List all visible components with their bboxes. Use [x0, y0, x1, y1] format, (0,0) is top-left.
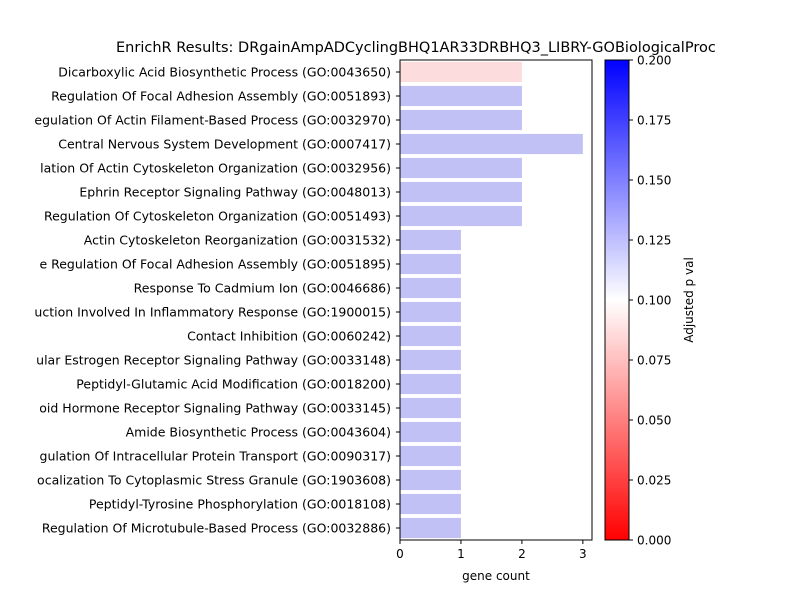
category-label: Regulation Of Microtubule-Based Process …	[42, 521, 391, 536]
bar	[400, 85, 522, 107]
bar	[400, 469, 461, 491]
colorbar-tick-label: 0.150	[637, 174, 671, 188]
colorbar-ticks: 0.000 0.025 0.050 0.075 0.100 0.125 0.150 0.175…	[629, 54, 671, 548]
bar	[400, 517, 461, 539]
bar	[400, 445, 461, 467]
bar	[400, 181, 522, 203]
bar	[400, 421, 461, 443]
bar	[400, 157, 522, 179]
bar	[400, 229, 461, 251]
category-label: Central Nervous System Development (GO:0…	[58, 137, 391, 152]
bar	[400, 205, 522, 227]
category-label: uction Involved In Inflammatory Response…	[34, 305, 391, 320]
chart-title: EnrichR Results: DRgainAmpADCyclingBHQ1A…	[116, 40, 716, 56]
category-label: Regulation Of Cytoskeleton Organization …	[44, 209, 391, 224]
x-tick-label: 0	[396, 547, 404, 561]
category-label: Actin Cytoskeleton Reorganization (GO:00…	[84, 233, 391, 248]
colorbar-tick-label: 0.000	[637, 534, 671, 548]
category-label: gulation Of Intracellular Protein Transp…	[40, 449, 391, 464]
colorbar-tick-label: 0.125	[637, 234, 671, 248]
category-label: ocalization To Cytoplasmic Stress Granul…	[37, 473, 391, 488]
colorbar-tick-label: 0.025	[637, 474, 671, 488]
colorbar-tick-label: 0.075	[637, 354, 671, 368]
colorbar-label: Adjusted p val	[682, 257, 696, 343]
bar	[400, 325, 461, 347]
category-label: Regulation Of Focal Adhesion Assembly (G…	[51, 89, 391, 104]
bar	[400, 493, 461, 515]
category-label: Dicarboxylic Acid Biosynthetic Process (…	[58, 65, 391, 80]
colorbar	[604, 59, 630, 541]
category-labels: Dicarboxylic Acid Biosynthetic Process (…	[34, 65, 400, 536]
colorbar-tick-label: 0.100	[637, 294, 671, 308]
x-tick-label: 2	[518, 547, 526, 561]
x-axis-label: gene count	[462, 569, 530, 583]
category-label: Ephrin Receptor Signaling Pathway (GO:00…	[79, 185, 391, 200]
plot-frame	[399, 59, 593, 541]
category-label: egulation Of Actin Filament-Based Proces…	[34, 113, 391, 128]
x-tick-label: 1	[457, 547, 465, 561]
bar	[400, 109, 522, 131]
bar	[400, 61, 522, 83]
category-label: Peptidyl-Tyrosine Phosphorylation (GO:00…	[89, 497, 391, 512]
bar	[400, 253, 461, 275]
category-label: Peptidyl-Glutamic Acid Modification (GO:…	[76, 377, 391, 392]
bars-layer	[400, 61, 583, 539]
bar	[400, 373, 461, 395]
x-tick-label: 3	[579, 547, 587, 561]
bar	[400, 349, 461, 371]
category-label: Amide Biosynthetic Process (GO:0043604)	[126, 425, 391, 440]
bar	[400, 397, 461, 419]
colorbar-tick-label: 0.050	[637, 414, 671, 428]
colorbar-tick-label: 0.175	[637, 114, 671, 128]
colorbar-tick-label: 0.200	[637, 54, 671, 68]
category-label: lation Of Actin Cytoskeleton Organizatio…	[40, 161, 391, 176]
category-label: Response To Cadmium Ion (GO:0046686)	[134, 281, 391, 296]
bar	[400, 301, 461, 323]
category-label: oid Hormone Receptor Signaling Pathway (…	[39, 401, 391, 416]
category-label: e Regulation Of Focal Adhesion Assembly …	[39, 257, 391, 272]
bar	[400, 133, 583, 155]
category-label: Contact Inhibition (GO:0060242)	[187, 329, 391, 344]
x-axis: 0 1 2 3	[396, 540, 587, 561]
category-label: ular Estrogen Receptor Signaling Pathway…	[36, 353, 391, 368]
bar	[400, 277, 461, 299]
